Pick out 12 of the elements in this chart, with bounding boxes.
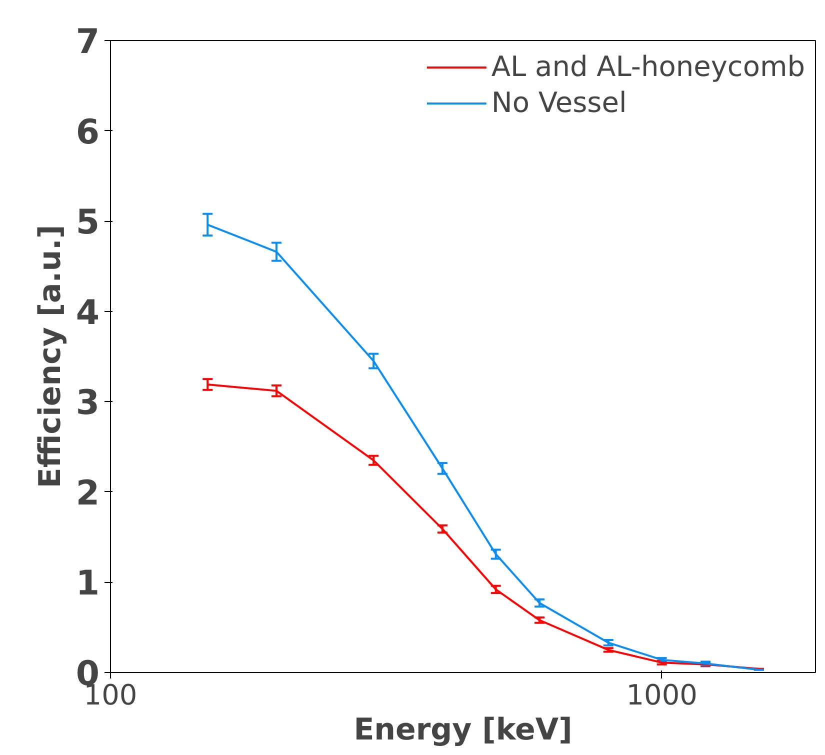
y-tick-label: 7: [76, 22, 100, 62]
y-tick-label: 1: [76, 564, 100, 604]
x-tick-label: 1000: [626, 678, 698, 712]
y-tick-label: 4: [76, 292, 100, 333]
y-tick-label: 3: [76, 383, 100, 424]
y-tick-label: 5: [76, 202, 100, 243]
y-tick-label: 2: [76, 473, 100, 514]
legend-label: No Vessel: [491, 86, 627, 119]
y-tick-label: 6: [76, 112, 100, 152]
x-axis-title: Energy [keV]: [354, 712, 572, 748]
legend-label: AL and AL-honeycomb: [491, 50, 805, 83]
y-axis-title: Efficiency [a.u.]: [32, 224, 68, 488]
